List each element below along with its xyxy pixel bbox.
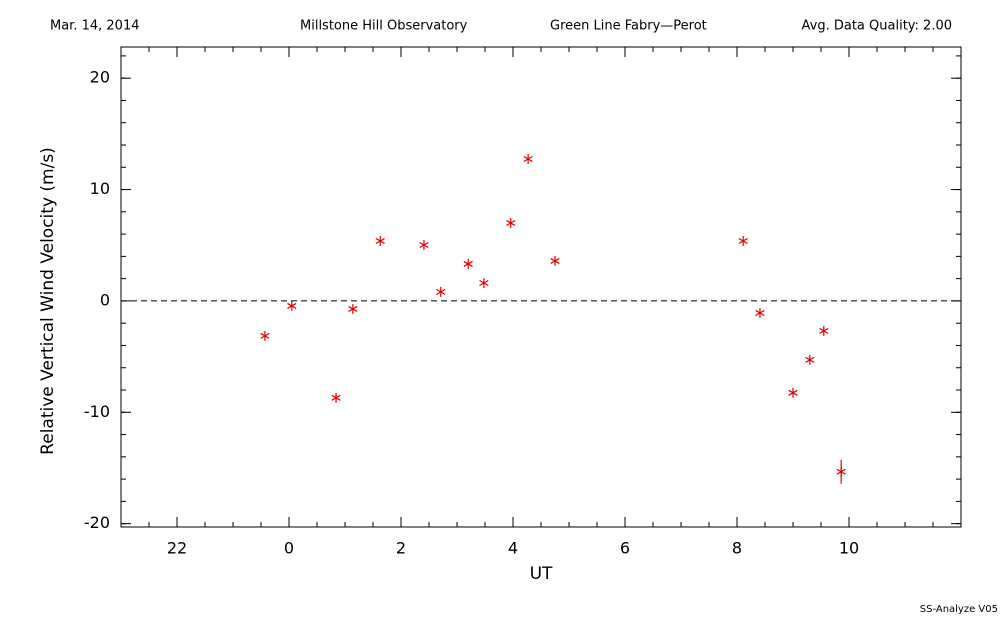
- observatory: Millstone Hill Observatory: [300, 19, 468, 34]
- marker: [523, 154, 533, 165]
- y-tick-label: -20: [84, 513, 110, 532]
- marker-stroke: [550, 257, 560, 264]
- marker-stroke: [375, 237, 385, 245]
- x-tick-label: 6: [620, 539, 630, 558]
- x-tick-label: 8: [732, 539, 742, 558]
- marker-stroke: [523, 156, 533, 163]
- marker-stroke: [436, 288, 446, 295]
- y-tick-label: -10: [84, 402, 110, 421]
- marker: [287, 300, 297, 311]
- data-quality: Avg. Data Quality: 2.00: [802, 19, 952, 34]
- instrument: Green Line Fabry—Perot: [550, 19, 707, 34]
- marker: [348, 303, 358, 314]
- marker-stroke: [788, 389, 798, 396]
- y-tick-label: 0: [100, 290, 110, 309]
- marker-stroke: [260, 332, 270, 339]
- marker-stroke: [819, 327, 829, 334]
- marker: [755, 307, 765, 318]
- marker: [805, 354, 815, 365]
- marker: [260, 330, 270, 341]
- marker-stroke: [836, 468, 846, 475]
- marker-stroke: [755, 309, 765, 316]
- marker: [331, 392, 341, 403]
- marker-stroke: [805, 356, 815, 363]
- y-axis-label: Relative Vertical Wind Velocity (m/s): [38, 147, 58, 455]
- marker-stroke: [287, 302, 297, 309]
- marker-stroke: [738, 237, 748, 245]
- marker: [419, 240, 429, 251]
- marker: [375, 236, 385, 247]
- marker: [479, 277, 489, 288]
- marker-stroke: [479, 279, 489, 287]
- marker-stroke: [506, 219, 516, 226]
- x-tick-label: 0: [284, 539, 294, 558]
- marker: [836, 466, 846, 477]
- marker: [436, 286, 446, 297]
- marker-stroke: [348, 305, 358, 312]
- marker: [788, 387, 798, 398]
- x-tick-label: 22: [167, 539, 187, 558]
- marker: [463, 258, 473, 269]
- x-tick-label: 10: [839, 539, 859, 558]
- marker: [819, 325, 829, 336]
- x-tick-label: 4: [508, 539, 518, 558]
- x-tick-label: 2: [396, 539, 406, 558]
- y-tick-label: 10: [90, 179, 110, 198]
- footer: SS-Analyze V05: [920, 604, 998, 615]
- y-tick-label: 20: [90, 68, 110, 87]
- marker: [738, 236, 748, 247]
- date: Mar. 14, 2014: [50, 19, 140, 34]
- marker: [506, 217, 516, 228]
- x-axis-label: UT: [530, 564, 553, 584]
- marker-stroke: [463, 260, 473, 267]
- marker-stroke: [331, 394, 341, 401]
- marker-stroke: [419, 241, 429, 249]
- marker: [550, 255, 560, 266]
